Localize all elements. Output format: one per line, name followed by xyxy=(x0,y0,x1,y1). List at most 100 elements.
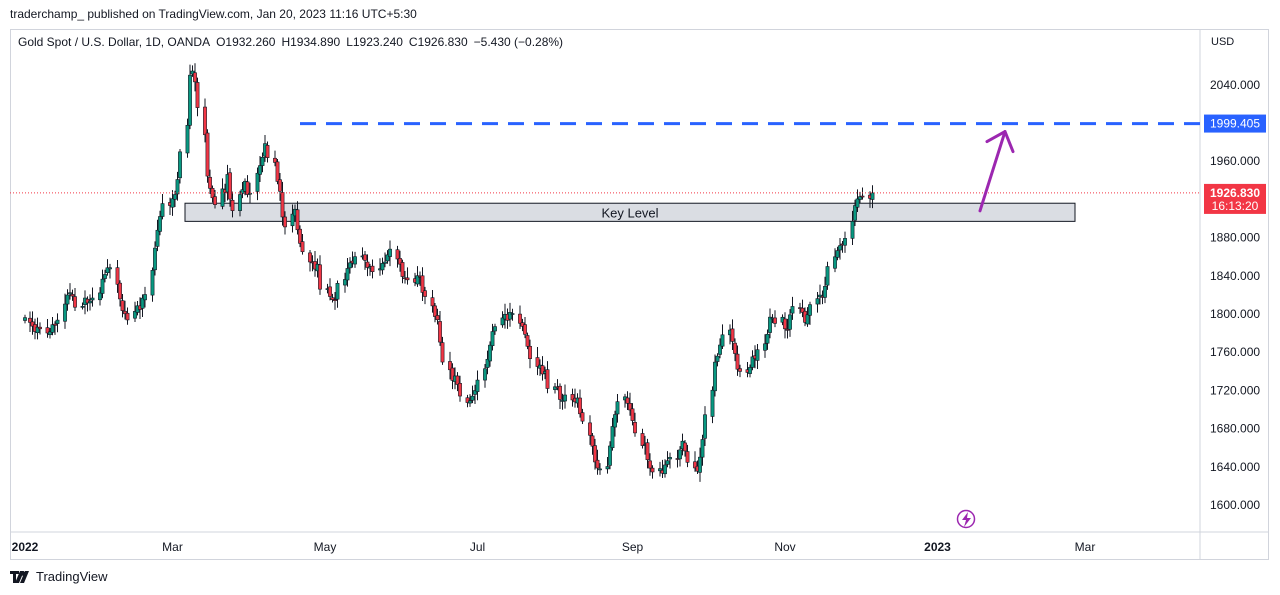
candle-body xyxy=(805,314,810,325)
candle-body xyxy=(678,449,682,460)
symbol-name[interactable]: Gold Spot / U.S. Dollar, 1D, OANDA xyxy=(18,35,211,49)
candle-body xyxy=(455,375,460,385)
x-tick-label: Jul xyxy=(470,540,485,554)
ohlc-change: −5.430 (−0.28%) xyxy=(473,35,564,49)
y-tick-label: 1960.000 xyxy=(1210,154,1260,168)
candle-body xyxy=(123,310,127,315)
candle-body xyxy=(553,386,557,390)
candle-body xyxy=(125,312,130,321)
candle-body xyxy=(88,300,92,304)
tradingview-logo-icon xyxy=(10,570,29,583)
y-tick-label: 1600.000 xyxy=(1210,498,1260,512)
candle-body xyxy=(663,464,667,475)
candle-body xyxy=(645,442,650,461)
candle-body xyxy=(470,395,475,401)
y-tick-label: 1840.000 xyxy=(1210,269,1260,283)
lightning-event-icon[interactable] xyxy=(956,509,976,529)
candle-body xyxy=(90,297,95,301)
candle-body xyxy=(405,277,410,281)
candle-body xyxy=(175,179,180,195)
candle-body xyxy=(578,397,582,415)
candle-body xyxy=(55,319,60,324)
candle-body xyxy=(298,228,302,244)
candle-body xyxy=(120,300,125,311)
lightning-bolt-icon xyxy=(962,512,971,527)
projection-arrow-head xyxy=(985,130,1015,154)
candle-body xyxy=(790,306,795,314)
candle-body xyxy=(158,216,162,232)
candle-body xyxy=(450,367,455,381)
candle-body xyxy=(335,283,340,300)
candle-body xyxy=(685,451,690,463)
candle-body xyxy=(625,397,630,404)
candle-body xyxy=(388,248,392,257)
candle-body xyxy=(430,297,435,307)
candle-body xyxy=(715,355,720,362)
candle-body xyxy=(683,442,687,452)
candle-body xyxy=(170,198,175,208)
candle-body xyxy=(668,457,672,460)
symbol-info-bar: Gold Spot / U.S. Dollar, 1D, OANDA O1932.… xyxy=(18,35,569,49)
candle-body xyxy=(750,356,755,368)
candle-body xyxy=(703,414,707,439)
candle-body xyxy=(70,294,75,297)
candle-body xyxy=(353,256,357,265)
candle-body xyxy=(108,267,112,270)
tradingview-logo[interactable]: TradingView xyxy=(10,569,108,584)
candle-body xyxy=(275,161,280,182)
candle-body xyxy=(278,179,282,192)
candle-body xyxy=(615,401,620,415)
candle-body xyxy=(853,205,857,221)
candle-body xyxy=(433,305,437,317)
projection-arrow[interactable] xyxy=(978,130,1007,213)
candle-body xyxy=(648,460,652,469)
candle-body xyxy=(485,358,490,368)
candle-body xyxy=(570,394,575,401)
candle-body xyxy=(835,250,840,258)
candle-body xyxy=(290,213,295,227)
ohlc-open: O1932.260 xyxy=(216,35,276,49)
chart-frame xyxy=(10,29,1269,560)
candle-body xyxy=(613,414,617,428)
candle-body xyxy=(203,106,207,136)
candle-body xyxy=(693,461,697,469)
x-tick-label: 2022 xyxy=(12,540,39,554)
candle-body xyxy=(855,198,860,208)
candle-body xyxy=(273,157,277,163)
candle-body xyxy=(748,367,752,374)
candle-body xyxy=(295,209,300,231)
candle-body xyxy=(258,165,262,175)
x-tick-label: May xyxy=(314,540,337,554)
candle-body xyxy=(73,296,77,308)
candle-body xyxy=(508,312,512,320)
bar-countdown-label: 16:13:20 xyxy=(1212,199,1259,213)
candle-body xyxy=(38,326,42,330)
candle-body xyxy=(535,357,540,367)
candle-body xyxy=(300,241,305,253)
candle-body xyxy=(858,196,862,200)
candle-body xyxy=(173,194,177,200)
candle-body xyxy=(490,331,495,347)
target-price-tag xyxy=(1204,114,1266,133)
candle-body xyxy=(53,323,57,326)
candle-body xyxy=(605,466,610,470)
candle-body xyxy=(588,422,592,436)
candle-body xyxy=(115,267,120,285)
candle-body xyxy=(448,361,452,371)
candle-body xyxy=(488,344,492,362)
candle-body xyxy=(563,394,567,402)
candle-body xyxy=(48,331,52,336)
candle-body xyxy=(700,439,705,458)
candle-body xyxy=(438,321,442,343)
x-tick-label: Sep xyxy=(622,540,644,554)
candle-body xyxy=(363,254,367,261)
candle-body xyxy=(483,368,487,381)
candle-body xyxy=(698,456,702,473)
candle-body xyxy=(763,343,767,351)
candle-body xyxy=(348,262,352,269)
candle-body xyxy=(208,176,212,189)
candle-body xyxy=(640,433,645,446)
candle-body xyxy=(80,306,85,308)
candle-body xyxy=(140,297,145,309)
